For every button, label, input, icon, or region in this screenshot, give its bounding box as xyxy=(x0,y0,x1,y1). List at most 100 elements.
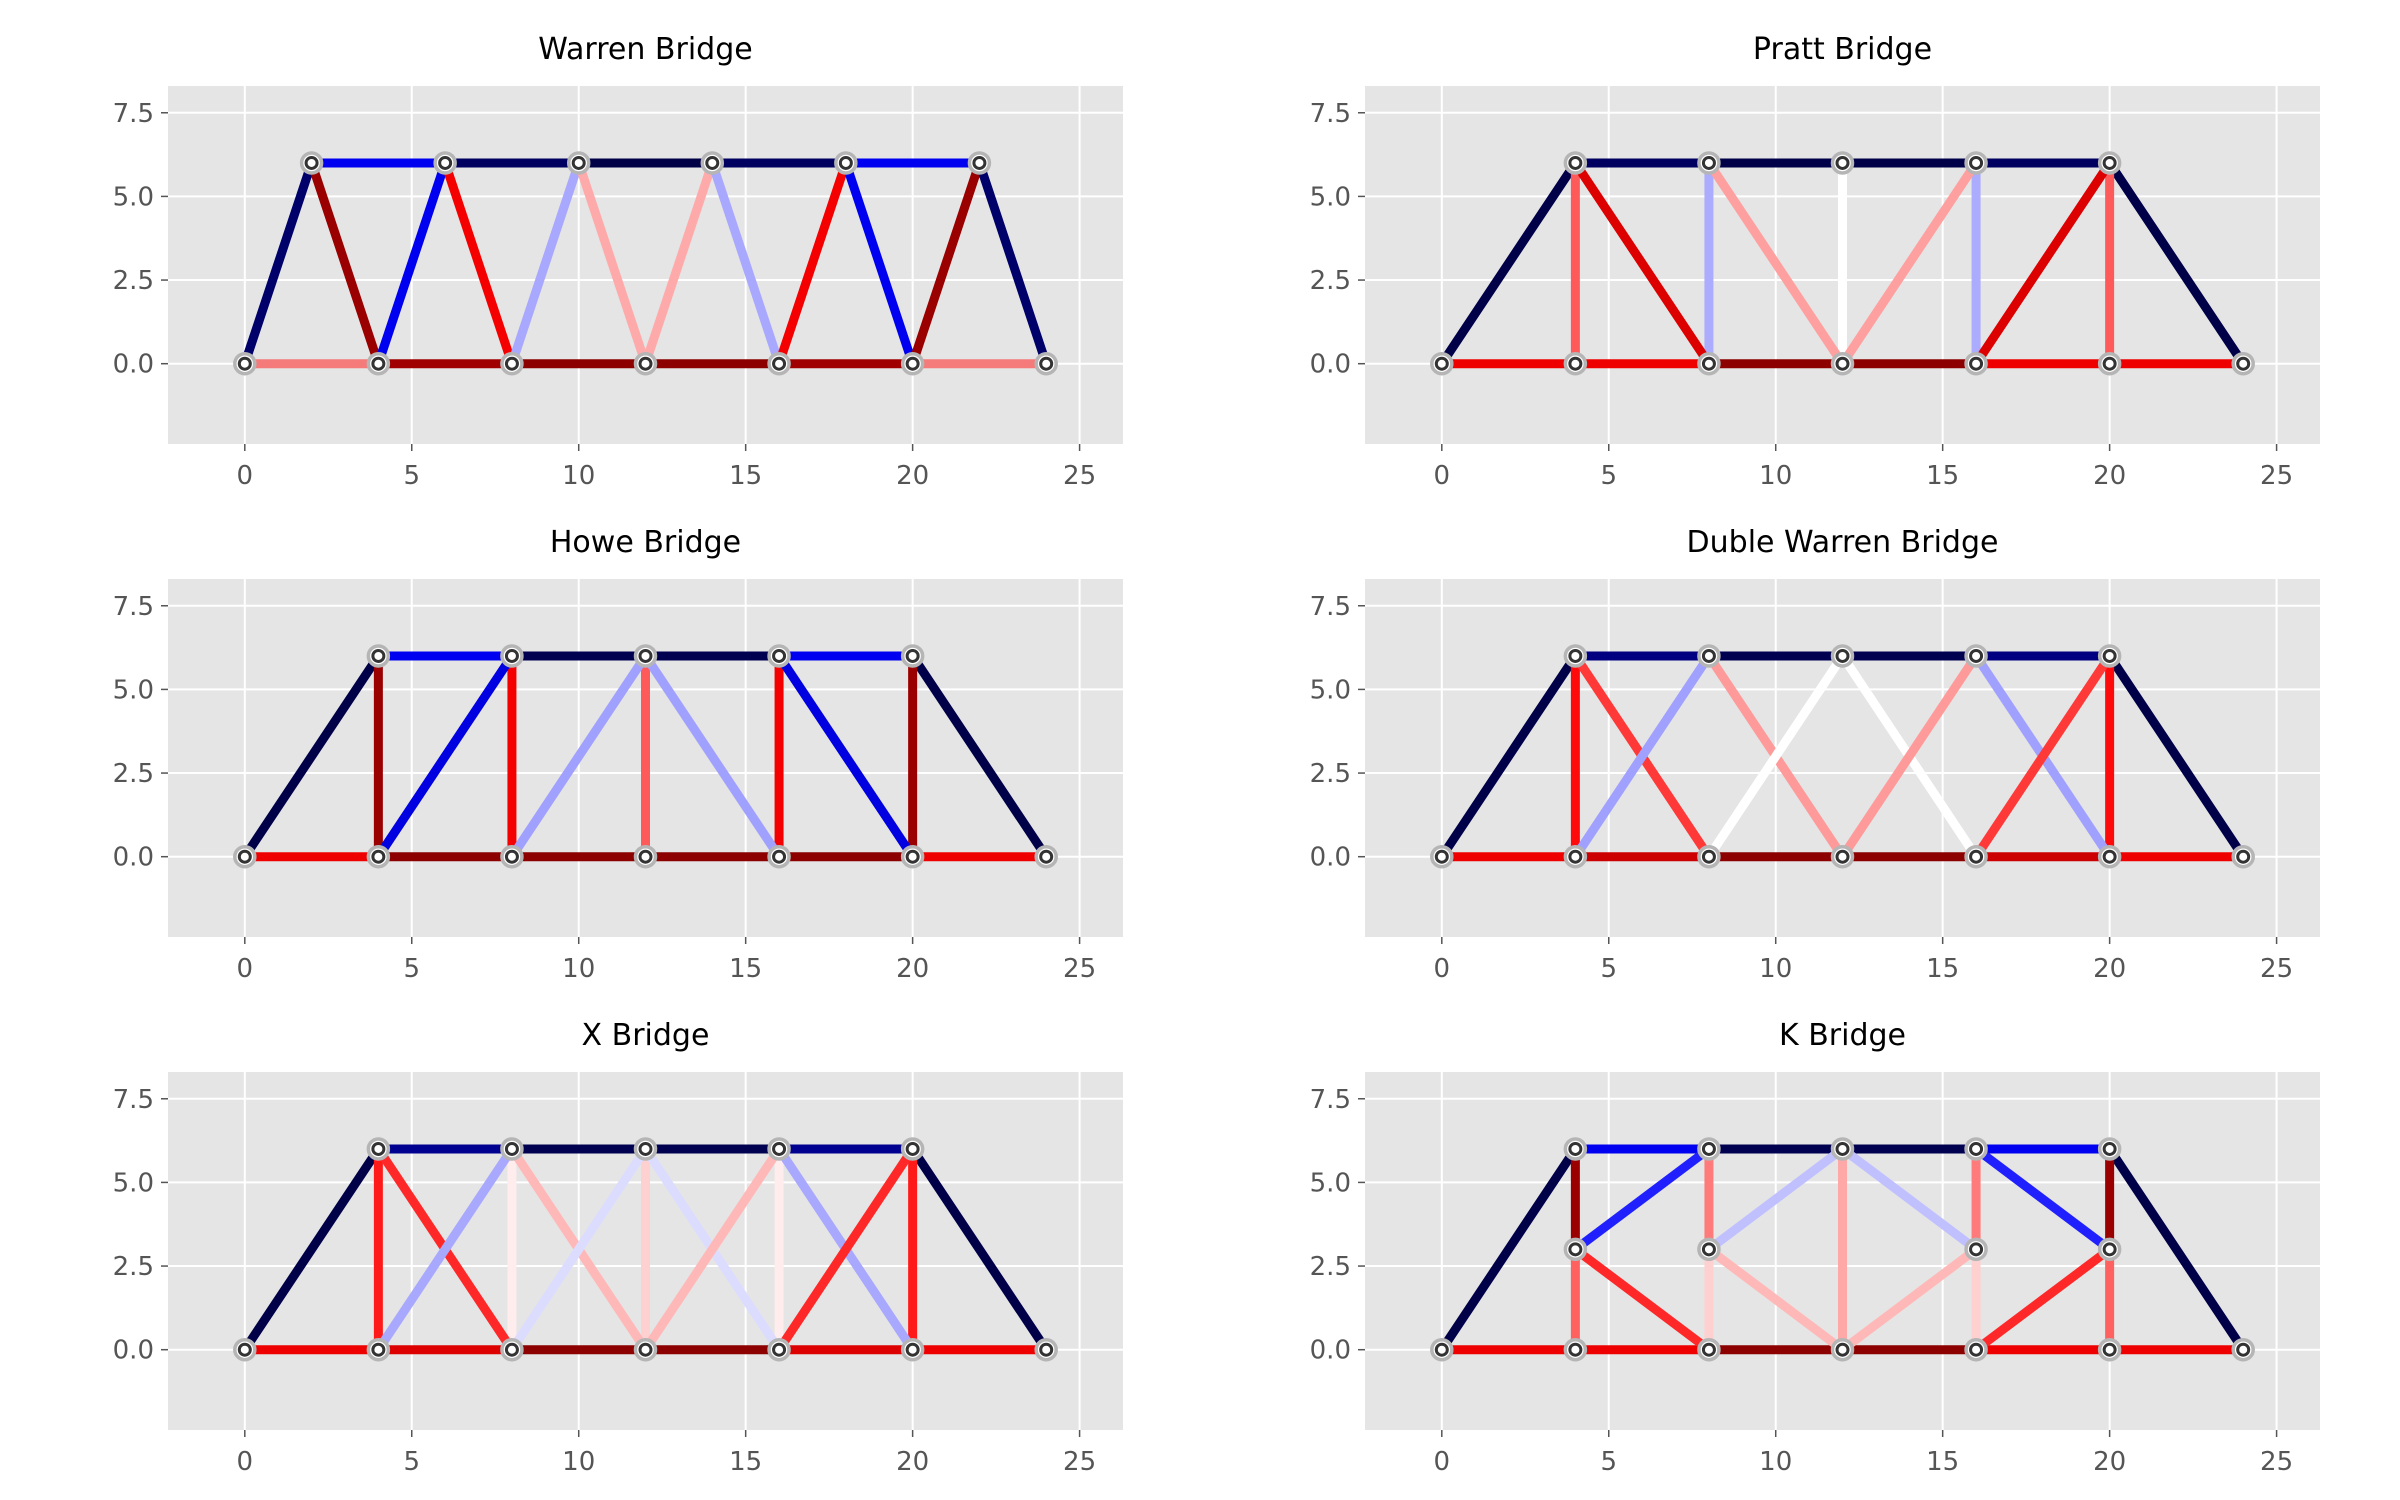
truss-node xyxy=(237,1342,252,1357)
x-tick-label-10: 10 xyxy=(562,954,595,984)
truss-member xyxy=(240,161,316,366)
truss-node xyxy=(1434,1342,1449,1357)
truss-member xyxy=(1706,1245,1846,1354)
truss-node xyxy=(905,1342,920,1357)
truss-node xyxy=(1701,849,1716,864)
y-tick-label-7-5: 7.5 xyxy=(1310,1085,1351,1115)
truss-member xyxy=(374,161,450,366)
truss-node xyxy=(1568,849,1583,864)
x-tick-label-25: 25 xyxy=(1063,461,1096,491)
truss-node xyxy=(371,356,386,371)
truss-member xyxy=(574,161,650,366)
truss-member xyxy=(641,1146,783,1353)
truss-node xyxy=(371,849,386,864)
truss-member xyxy=(241,1146,383,1353)
x-tick-label-15: 15 xyxy=(1926,954,1959,984)
truss-panel: 0 5 10 15 20 25 0.0 2.5 5.0 7.5 K Bridge xyxy=(1310,1018,2320,1477)
truss-node xyxy=(1701,1242,1716,1257)
truss-member xyxy=(1973,1145,2113,1253)
y-tick-label-2-5: 2.5 xyxy=(113,759,154,789)
truss-member xyxy=(507,161,583,366)
y-tick-label-2-5: 2.5 xyxy=(113,266,154,296)
truss-node xyxy=(2102,1342,2117,1357)
x-tick-label-0: 0 xyxy=(1434,1447,1451,1477)
truss-node xyxy=(1835,849,1850,864)
truss-member xyxy=(1838,653,1980,860)
x-tick-label-5: 5 xyxy=(403,461,420,491)
truss-node xyxy=(1568,1141,1583,1156)
truss-member xyxy=(374,1146,516,1353)
y-tick-label-0: 0.0 xyxy=(1310,1336,1351,1366)
truss-member xyxy=(1706,1145,1846,1253)
truss-node xyxy=(1568,356,1583,371)
truss-node xyxy=(2236,1342,2251,1357)
truss-node xyxy=(371,1342,386,1357)
truss-member xyxy=(1571,653,1713,860)
x-tick-label-0: 0 xyxy=(237,1447,254,1477)
chart-title: Pratt Bridge xyxy=(1753,32,1932,67)
truss-member xyxy=(1438,653,1580,860)
truss-node xyxy=(1835,1342,1850,1357)
truss-member xyxy=(908,653,1050,860)
truss-member xyxy=(1973,1245,2113,1354)
x-tick-label-20: 20 xyxy=(896,1447,929,1477)
truss-member xyxy=(1972,160,2114,367)
chart-title: Warren Bridge xyxy=(538,32,752,67)
truss-node xyxy=(1039,1342,1054,1357)
truss-node xyxy=(2102,356,2117,371)
x-tick-label-10: 10 xyxy=(1759,954,1792,984)
truss-member xyxy=(1838,160,1980,367)
truss-node xyxy=(638,648,653,663)
truss-node xyxy=(972,155,987,170)
x-tick-label-25: 25 xyxy=(2260,461,2293,491)
x-tick-label-5: 5 xyxy=(1600,461,1617,491)
plot-area xyxy=(168,86,1123,444)
truss-node xyxy=(2102,849,2117,864)
truss-node xyxy=(237,356,252,371)
chart-title: K Bridge xyxy=(1779,1018,1906,1053)
truss-member xyxy=(2105,653,2247,860)
x-tick-label-20: 20 xyxy=(896,461,929,491)
y-tick-label-5: 5.0 xyxy=(113,182,154,212)
truss-node xyxy=(237,849,252,864)
truss-node xyxy=(772,356,787,371)
chart-title: Duble Warren Bridge xyxy=(1687,525,1999,560)
x-tick-label-10: 10 xyxy=(562,461,595,491)
x-tick-label-25: 25 xyxy=(2260,1447,2293,1477)
y-tick-label-2-5: 2.5 xyxy=(1310,266,1351,296)
truss-member xyxy=(841,161,917,366)
truss-member xyxy=(1705,160,1847,367)
y-tick-label-7-5: 7.5 xyxy=(1310,592,1351,622)
truss-panel: 0 5 10 15 20 25 0.0 2.5 5.0 7.5 X Bridge xyxy=(113,1018,1123,1477)
truss-panel: 0 5 10 15 20 25 0.0 2.5 5.0 7.5 Warren Bridge xyxy=(113,32,1123,491)
truss-node xyxy=(638,1342,653,1357)
y-tick-label-2-5: 2.5 xyxy=(1310,1252,1351,1282)
truss-member xyxy=(774,161,851,366)
truss-node xyxy=(1969,356,1984,371)
x-tick-label-0: 0 xyxy=(237,461,254,491)
truss-node xyxy=(1835,356,1850,371)
truss-node xyxy=(571,155,586,170)
truss-node xyxy=(1701,155,1716,170)
truss-member xyxy=(775,1146,917,1353)
x-tick-label-10: 10 xyxy=(1759,461,1792,491)
x-tick-label-15: 15 xyxy=(1926,461,1959,491)
x-tick-label-0: 0 xyxy=(1434,461,1451,491)
truss-member xyxy=(374,653,516,860)
truss-member xyxy=(908,161,984,366)
chart-title: X Bridge xyxy=(582,1018,710,1053)
x-tick-label-15: 15 xyxy=(729,954,762,984)
x-tick-label-5: 5 xyxy=(1600,1447,1617,1477)
truss-node xyxy=(1568,648,1583,663)
truss-node xyxy=(1835,155,1850,170)
y-tick-label-7-5: 7.5 xyxy=(1310,99,1351,129)
truss-panel: 0 5 10 15 20 25 0.0 2.5 5.0 7.5 Howe Bridge xyxy=(113,525,1123,984)
truss-member xyxy=(508,1146,650,1353)
truss-node xyxy=(1701,1141,1716,1156)
x-tick-label-5: 5 xyxy=(1600,954,1617,984)
truss-member xyxy=(975,161,1051,366)
truss-node xyxy=(905,1141,920,1156)
truss-member xyxy=(908,1146,1050,1353)
truss-node xyxy=(772,1342,787,1357)
